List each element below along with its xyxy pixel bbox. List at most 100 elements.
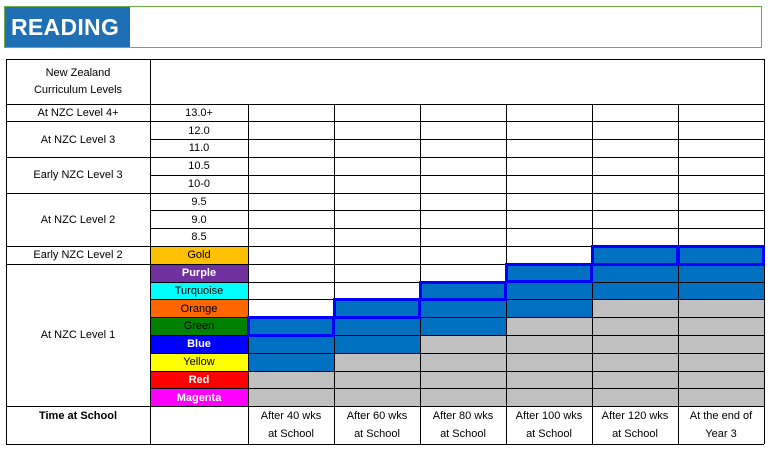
grid-line [419,104,421,444]
achieved-cell [678,282,764,300]
reading-age: 13.0+ [185,106,213,119]
colour-band-yellow: Yellow [150,353,248,371]
milestone-line2: at School [354,428,400,441]
below-cell [678,353,764,371]
milestone-label: After 120 wks at School [592,407,678,444]
reading-age: 11.0 [188,142,210,155]
time-at-school-label: Time at School [38,409,118,422]
milestone-line2: at School [612,428,658,441]
below-cell [592,388,678,407]
below-cell [678,388,764,407]
milestone-label: At the end of Year 3 [678,407,764,444]
grid-line [247,104,249,444]
reading-age: 8.5 [191,231,207,244]
expected-level-outline [677,244,765,266]
grid-line [6,156,150,158]
milestone-line2: at School [440,428,486,441]
colour-band-turquoise: Turquoise [150,282,248,300]
achieved-cell [334,317,420,336]
grid-line [6,58,764,60]
grid-line [150,263,764,265]
milestone-label: After 60 wks at School [334,407,420,444]
grid-line [6,443,764,445]
colour-band-orange: Orange [150,299,248,318]
achieved-cell [506,264,592,282]
grid-line [150,121,764,123]
milestone-label: After 40 wks at School [248,407,334,444]
grid-line [150,406,764,408]
achieved-cell [248,353,334,371]
below-cell [420,371,506,389]
grid-line [333,104,335,444]
milestone-line1: After 100 wks [515,410,583,423]
achieved-cell [592,264,678,282]
reading-age: 9.0 [191,213,207,226]
colour-band-purple: Purple [150,264,248,282]
grid-line [150,317,764,319]
milestone-line1: After 120 wks [601,410,669,423]
grid-line [149,59,151,444]
below-cell [592,299,678,318]
below-cell [678,371,764,389]
achieved-cell [248,335,334,354]
achieved-cell [678,246,764,265]
grid-line [150,370,764,372]
achieved-cell [506,299,592,318]
achieved-cell [334,299,420,318]
grid-line [6,121,150,123]
below-cell [506,353,592,371]
achieved-cell [248,317,334,336]
achieved-cell [420,299,506,318]
grid-line [150,334,764,336]
level-label: At NZC Level 2 [40,213,116,226]
achieved-cell [334,335,420,354]
expected-level-outline [505,262,593,284]
milestone-label: After 100 wks at School [506,407,592,444]
milestone-line1: After 60 wks [346,410,408,423]
page-title: READING [5,7,130,47]
colour-band-blue: Blue [150,335,248,354]
expected-level-outline [247,316,335,337]
level-label: At NZC Level 3 [40,133,116,146]
colour-band-gold: Gold [150,246,248,265]
colour-band-magenta: Magenta [150,388,248,407]
milestone-line2: at School [268,428,314,441]
expected-level-outline [419,280,507,302]
below-cell [592,317,678,336]
milestone-line2: Year 3 [705,428,737,441]
header-bar: READING [4,6,762,48]
below-cell [506,317,592,336]
grid-line [6,406,150,408]
grid-line [6,103,764,105]
expected-level-outline [591,244,679,266]
grid-line [6,192,150,194]
grid-line [150,352,764,354]
milestone-line1: After 40 wks [260,410,322,423]
achieved-cell [592,282,678,300]
below-cell [506,388,592,407]
grid-line [150,174,764,176]
achieved-cell [678,264,764,282]
below-cell [592,335,678,354]
grid-line [6,263,150,265]
milestone-line2: at School [526,428,572,441]
grid-line [150,139,764,141]
reading-age: 9.5 [191,195,207,208]
below-cell [334,371,420,389]
below-cell [506,335,592,354]
below-cell [420,335,506,354]
milestone-line1: After 80 wks [432,410,494,423]
grid-line [5,59,7,444]
expected-level-outline [333,298,421,320]
colour-band-red: Red [150,371,248,389]
level-label: At NZC Level 1 [40,329,116,342]
below-cell [420,388,506,407]
level-label: Early NZC Level 2 [33,249,123,262]
achieved-cell [420,282,506,300]
achieved-cell [592,246,678,265]
below-cell [248,371,334,389]
grid-line [150,156,764,158]
below-cell [678,317,764,336]
level-label: Early NZC Level 3 [33,169,123,182]
